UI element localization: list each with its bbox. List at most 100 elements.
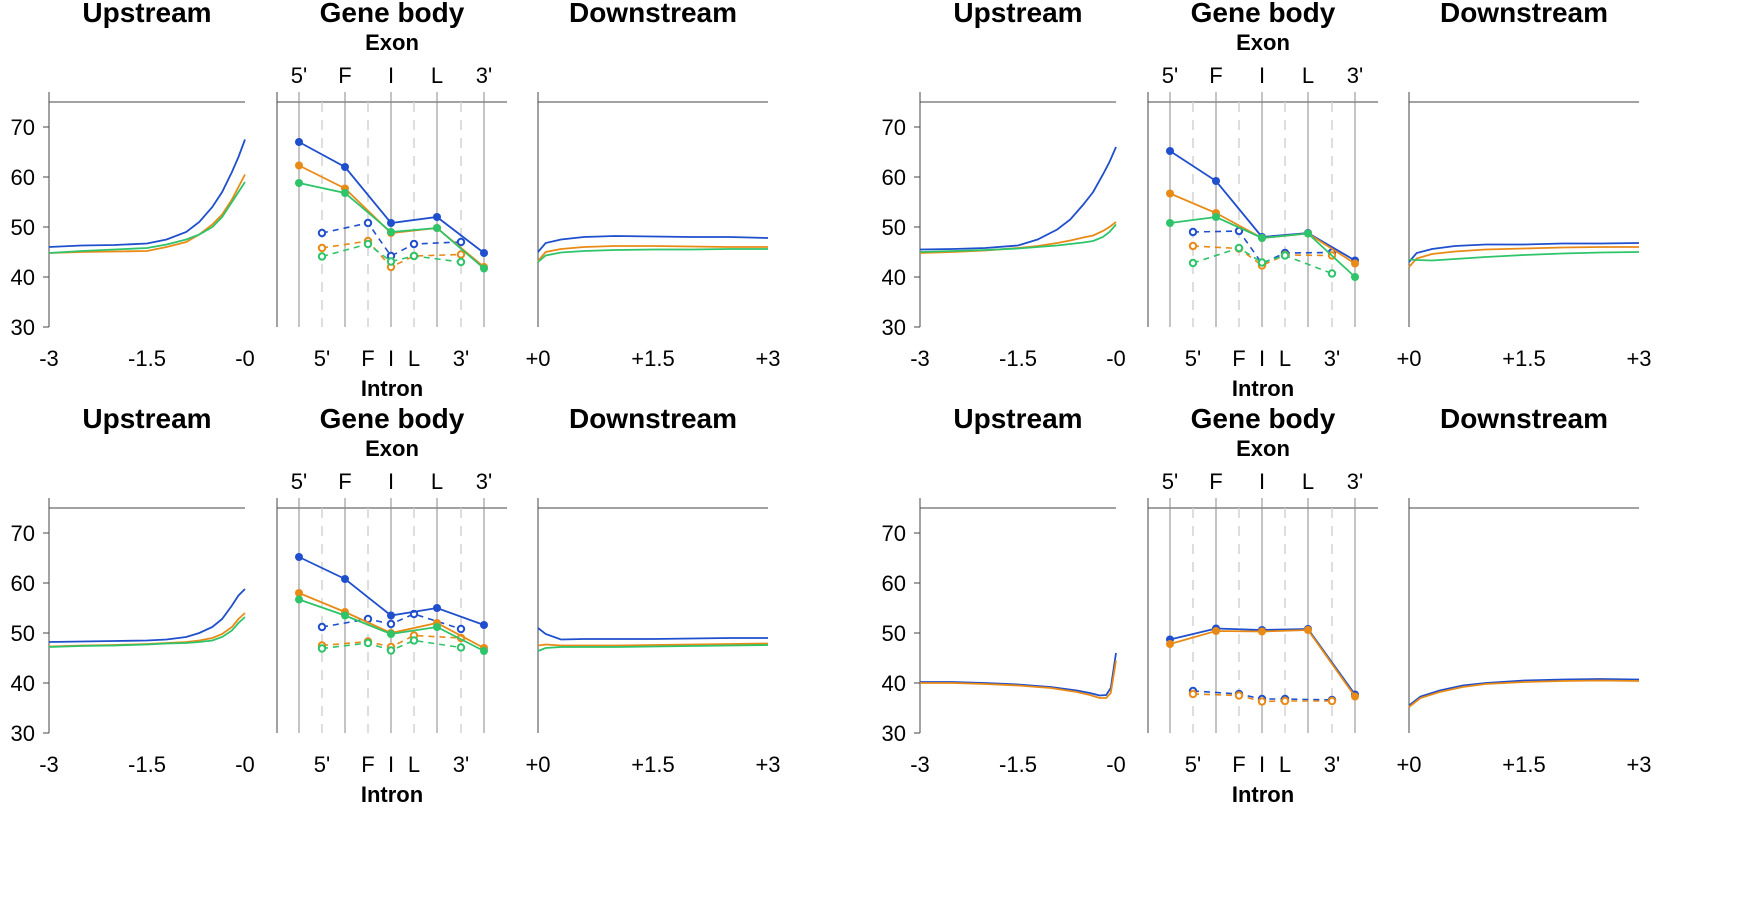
exon-point-blue [295, 138, 303, 146]
genebody-title: Gene body [320, 0, 465, 28]
upstream-line-blue [919, 146, 1117, 251]
intron-point-green [363, 239, 373, 249]
downstream-title: Downstream [569, 0, 737, 28]
exon-tick-label: I [388, 469, 394, 494]
intron-tick-label: L [408, 346, 420, 371]
y-tick-label: 60 [11, 165, 35, 190]
exon-point-green [387, 630, 395, 638]
intron-point-blue [409, 239, 419, 249]
downstream-line-orange [537, 245, 768, 262]
exon-point-orange [1166, 640, 1174, 648]
exon-tick-label: F [338, 63, 351, 88]
intron-point-orange [1327, 696, 1337, 706]
exon-point-green [387, 228, 395, 236]
exon-point-blue [480, 621, 488, 629]
downstream-line-blue [1408, 242, 1640, 263]
intron-tick-label: 5' [314, 752, 330, 777]
y-tick-label: 50 [882, 621, 906, 646]
intron-point-green [317, 252, 327, 261]
downstream-x-tick: +3 [755, 346, 780, 371]
downstream-x-tick: +3 [755, 752, 780, 777]
intron-point-green [317, 644, 327, 653]
intron-tick-label: 3' [453, 346, 469, 371]
exon-tick-label: I [1259, 469, 1265, 494]
upstream-line-blue [48, 588, 246, 643]
intron-tick-label: 3' [1324, 346, 1340, 371]
exon-tick-label: L [1302, 469, 1314, 494]
exon-point-green [433, 224, 441, 232]
genebody-title: Gene body [320, 403, 465, 434]
intron-tick-label: 3' [1324, 752, 1340, 777]
upstream-x-tick: -1.5 [128, 346, 166, 371]
intron-point-blue [456, 624, 466, 634]
intron-point-green [1327, 269, 1337, 278]
exon-tick-label: 5' [291, 469, 307, 494]
intron-tick-label: I [388, 752, 394, 777]
upstream-title: Upstream [82, 0, 211, 28]
y-tick-label: 30 [11, 315, 35, 340]
intron-point-green [1257, 258, 1267, 267]
y-tick-label: 40 [11, 265, 35, 290]
downstream-x-tick: +3 [1626, 346, 1651, 371]
upstream-line-green [919, 223, 1117, 253]
downstream-x-tick: +0 [525, 752, 550, 777]
exon-point-blue [1212, 177, 1220, 185]
exon-point-green [1212, 213, 1220, 221]
intron-label: Intron [361, 376, 423, 401]
exon-point-blue [295, 553, 303, 561]
intron-point-green [1188, 258, 1198, 268]
exon-point-green [1166, 219, 1174, 227]
y-tick-label: 60 [11, 571, 35, 596]
exon-label: Exon [365, 30, 419, 55]
genebody-title: Gene body [1191, 0, 1336, 28]
intron-tick-label: L [1279, 752, 1291, 777]
y-tick-label: 60 [882, 571, 906, 596]
y-tick-label: 50 [882, 215, 906, 240]
intron-point-orange [317, 243, 327, 253]
intron-tick-label: L [1279, 346, 1291, 371]
exon-point-blue [341, 575, 349, 583]
upstream-x-tick: -3 [910, 752, 930, 777]
upstream-x-tick: -3 [910, 346, 930, 371]
upstream-x-tick: -0 [235, 752, 255, 777]
genebody-title: Gene body [1191, 403, 1336, 434]
exon-tick-label: 3' [1347, 469, 1363, 494]
downstream-x-tick: +3 [1626, 752, 1651, 777]
upstream-title: Upstream [953, 0, 1082, 28]
exon-tick-label: 5' [1162, 469, 1178, 494]
exon-point-green [1258, 234, 1266, 242]
downstream-title: Downstream [569, 403, 737, 434]
downstream-title: Downstream [1440, 403, 1608, 434]
exon-point-orange [1166, 189, 1174, 198]
downstream-x-tick: +0 [1396, 752, 1421, 777]
upstream-line-green [48, 616, 246, 648]
y-tick-label: 50 [11, 215, 35, 240]
exon-point-green [295, 179, 303, 187]
upstream-x-tick: -1.5 [999, 752, 1037, 777]
exon-point-blue [341, 163, 349, 171]
y-tick-label: 70 [11, 115, 35, 140]
downstream-line-orange [537, 642, 769, 647]
y-tick-label: 30 [882, 721, 906, 746]
downstream-line-green [537, 644, 769, 652]
exon-point-green [1351, 273, 1359, 281]
panel-4: Upstream Gene body Downstream Exon Intron 30 4… [882, 403, 1652, 807]
intron-tick-label: I [1259, 752, 1265, 777]
intron-point-green [409, 636, 419, 645]
upstream-line-blue [920, 652, 1117, 697]
y-tick-label: 60 [882, 165, 906, 190]
intron-point-green [456, 257, 466, 267]
exon-tick-label: 3' [476, 63, 492, 88]
downstream-x-tick: +1.5 [631, 346, 674, 371]
exon-tick-label: L [1302, 63, 1314, 88]
intron-point-orange [456, 250, 466, 259]
upstream-line-orange [48, 174, 246, 254]
exon-point-blue [387, 219, 395, 227]
y-tick-label: 40 [882, 265, 906, 290]
exon-point-orange [1351, 259, 1359, 268]
panel-3: Upstream Gene body Downstream Exon Intron 30 4… [11, 403, 781, 807]
exon-point-green [341, 189, 349, 197]
intron-point-green [1280, 251, 1290, 260]
downstream-line-orange [1408, 679, 1640, 708]
exon-tick-label: L [431, 469, 443, 494]
